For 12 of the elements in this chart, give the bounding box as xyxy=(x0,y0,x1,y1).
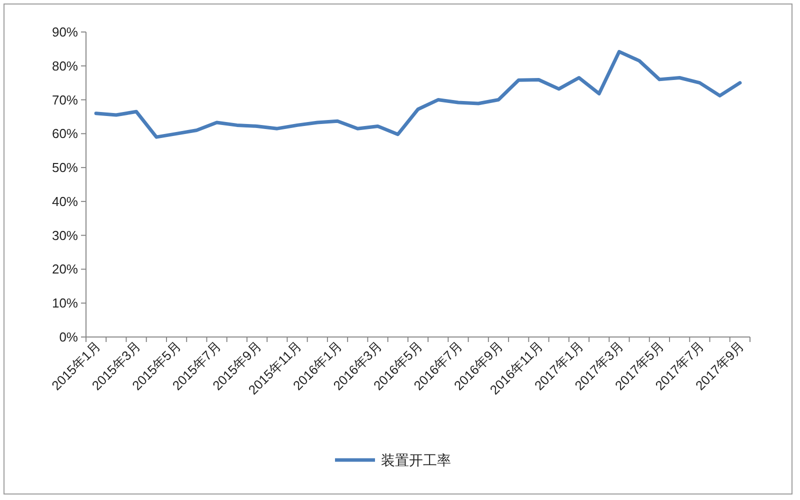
y-tick-label: 80% xyxy=(52,58,78,74)
y-tick-label: 60% xyxy=(52,126,78,142)
y-tick-label: 70% xyxy=(52,92,78,108)
y-tick-label: 50% xyxy=(52,160,78,176)
y-tick-label: 20% xyxy=(52,262,78,277)
y-tick-label: 10% xyxy=(52,296,78,311)
y-tick-label: 40% xyxy=(52,194,78,209)
y-tick-label: 30% xyxy=(52,228,78,243)
y-tick-label: 90% xyxy=(52,24,78,40)
y-tick-label: 0% xyxy=(59,330,78,344)
line-series xyxy=(94,50,742,139)
legend-label: 装置开工率 xyxy=(381,452,451,468)
